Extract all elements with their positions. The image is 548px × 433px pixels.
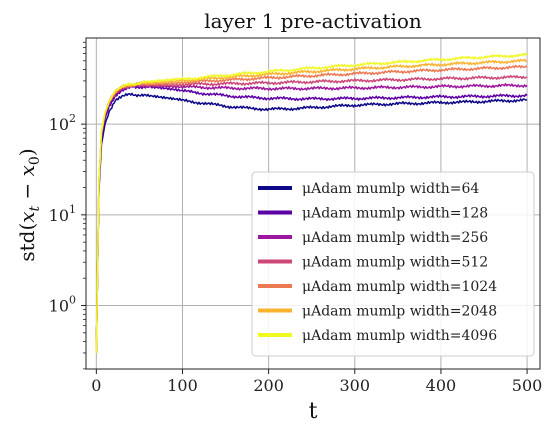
x-tick-label: 100 — [167, 376, 198, 395]
legend-label: μAdam mumlp width=1024 — [302, 279, 497, 295]
legend-label: μAdam mumlp width=64 — [302, 181, 479, 197]
legend-label: μAdam mumlp width=4096 — [302, 328, 497, 344]
x-axis-label: t — [309, 399, 318, 424]
y-axis-label: std(xt − x0) — [15, 148, 43, 261]
x-tick-label: 400 — [426, 376, 457, 395]
y-tick-label: 102 — [49, 112, 76, 134]
legend-label: μAdam mumlp width=256 — [302, 230, 488, 246]
chart-title: layer 1 pre-activation — [204, 9, 422, 33]
series-line-6 — [95, 58, 528, 353]
legend-label: μAdam mumlp width=2048 — [302, 304, 497, 320]
series-line-4 — [95, 74, 528, 353]
series-line-7 — [95, 52, 528, 353]
x-tick-label: 0 — [91, 376, 101, 395]
y-tick-label: 101 — [49, 203, 76, 225]
x-tick-label: 200 — [253, 376, 284, 395]
x-tick-label: 300 — [340, 376, 371, 395]
axis-ticks: 0 100 200 300 400 500 100 101 102 — [49, 41, 543, 395]
legend-label: μAdam mumlp width=512 — [302, 255, 488, 271]
legend-label: μAdam mumlp width=128 — [302, 206, 488, 222]
legend: μAdam mumlp width=64 μAdam mumlp width=12… — [251, 171, 535, 357]
series-line-2 — [95, 84, 528, 353]
series-line-5 — [95, 64, 528, 353]
series-line-1 — [95, 92, 528, 353]
series-lines — [95, 52, 528, 353]
y-tick-label: 100 — [49, 294, 76, 316]
x-tick-label: 500 — [512, 376, 543, 395]
plot-frame — [85, 37, 541, 370]
series-line-3 — [95, 83, 528, 353]
legend-box — [251, 171, 535, 357]
